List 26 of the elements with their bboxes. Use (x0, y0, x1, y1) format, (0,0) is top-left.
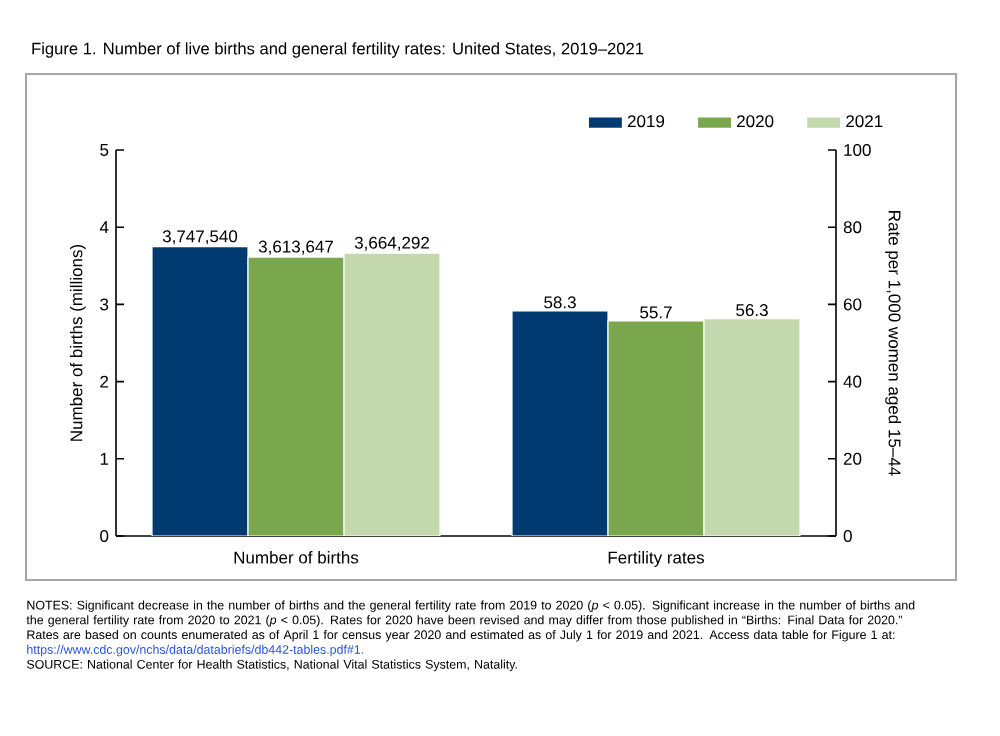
y-tick-label: 0 (100, 529, 109, 543)
y2-axis-title: Rate per 1,000 women aged 15–44 (885, 211, 902, 476)
data-label: 56.3 (736, 304, 768, 317)
y-tick-label: 2 (100, 375, 109, 388)
data-label: 55.7 (640, 306, 672, 319)
y-tick-label: 1 (100, 452, 109, 465)
y2-tick-label: 0 (843, 530, 852, 543)
y-tick-label: 5 (100, 144, 109, 156)
data-label: 58.3 (544, 296, 576, 309)
y2-tick-label: 20 (843, 452, 862, 465)
y2-tick-label: 80 (843, 221, 862, 234)
y-tick-label: 4 (99, 221, 109, 234)
annotation: 3,664,292 (354, 236, 429, 251)
annotation: 3,613,647 (258, 240, 333, 255)
x-tick-label: Number of births (234, 551, 359, 564)
y2-tick-label: 40 (843, 375, 862, 388)
y-tick-label: 3 (100, 298, 109, 311)
y-axis-title: Number of births (millions) (69, 244, 86, 441)
annotation: 3,747,540 (162, 230, 238, 245)
x-tick-label: Fertility rates (608, 551, 704, 567)
chart-title: Figure 1. Number of live births and general fertility rates: United States, 2019–2021 (32, 42, 644, 58)
y2-tick-label: 100 (844, 144, 871, 157)
legend-label: 2019 (627, 115, 665, 128)
legend-label: 2020 (737, 115, 774, 128)
y2-tick-label: 60 (843, 298, 862, 311)
legend-label: 2021 (846, 115, 883, 128)
